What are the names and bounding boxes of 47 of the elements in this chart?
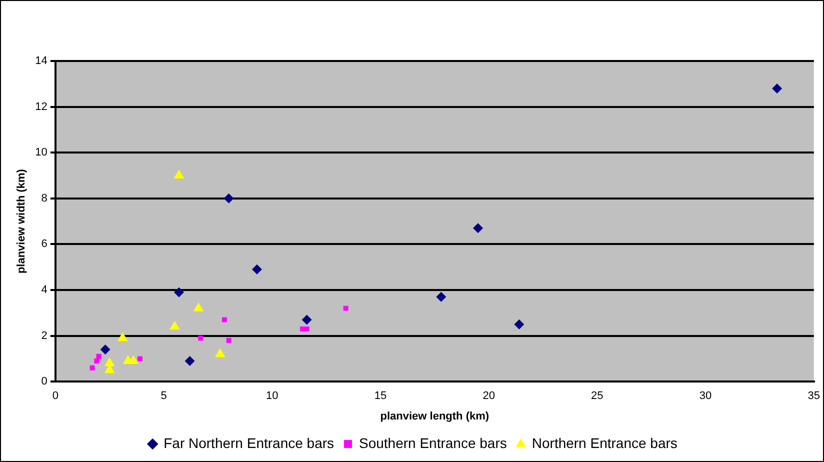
x-tick-label: 10 (266, 390, 278, 402)
point (214, 348, 226, 358)
point (222, 317, 227, 322)
point (300, 326, 305, 332)
y-axis-title: planview width (km) (16, 168, 28, 274)
point (772, 83, 782, 94)
point (104, 357, 115, 366)
x-tick-label: 5 (160, 390, 167, 402)
point (90, 365, 95, 370)
y-tick-label: 6 (41, 238, 48, 250)
x-tick-label: 20 (482, 390, 495, 402)
y-tick-label: 4 (41, 284, 48, 296)
x-tick-label: 35 (808, 390, 820, 402)
x-tick-label: 0 (52, 390, 58, 402)
legend-label: Southern Entrance bars (359, 434, 507, 451)
point (343, 306, 348, 311)
point (224, 193, 234, 204)
x-axis-title: planview length (km) (380, 410, 490, 422)
point (100, 344, 110, 355)
point (96, 354, 102, 359)
point (137, 356, 142, 362)
point (169, 320, 180, 330)
x-tick-label: 30 (699, 390, 712, 402)
point (198, 336, 204, 341)
y-tick-label: 0 (41, 376, 48, 388)
point (252, 264, 262, 274)
point (174, 287, 184, 298)
point (473, 223, 483, 234)
legend-label: Far Northern Entrance bars (164, 434, 334, 451)
y-tick-label: 10 (35, 146, 48, 159)
point (117, 332, 128, 342)
y-tick-label: 14 (35, 55, 48, 68)
point (226, 338, 232, 343)
point (94, 358, 100, 364)
point (302, 314, 312, 325)
point (174, 170, 184, 178)
y-tick-label: 8 (41, 192, 48, 204)
x-tick-label: 25 (591, 390, 604, 402)
point (514, 319, 524, 330)
point (436, 292, 446, 302)
x-tick-label: 15 (374, 390, 387, 402)
y-tick-label: 2 (41, 330, 48, 342)
point (184, 356, 195, 366)
point (193, 302, 204, 312)
legend-label: Northern Entrance bars (532, 434, 678, 451)
y-tick-label: 12 (35, 100, 48, 113)
point (304, 326, 310, 332)
